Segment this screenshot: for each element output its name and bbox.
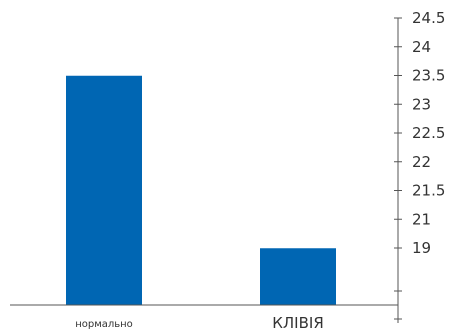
y-tick-label: 19: [412, 239, 431, 257]
y-tick-label: 24: [412, 38, 431, 56]
x-labels-group: нормально КЛІВІЯ: [75, 314, 324, 331]
x-category-label: нормально: [75, 319, 133, 330]
y-tick-label: 21: [412, 210, 431, 228]
y-tick-label: 23.5: [412, 67, 445, 85]
y-tick-label: 24.5: [412, 9, 445, 27]
bar-1: [66, 75, 142, 305]
x-category-label: КЛІВІЯ: [272, 314, 324, 331]
y-ticks-group: 24.5 24 23.5 23 22.5 22 21.5 21 19: [394, 9, 445, 320]
bar-2: [260, 248, 336, 305]
bars-group: [66, 75, 336, 305]
y-axis: [10, 18, 399, 323]
y-tick-label: 22: [412, 153, 431, 171]
y-tick-label: 22.5: [412, 124, 445, 142]
y-tick-label: 21.5: [412, 182, 445, 200]
y-tick-label: 23: [412, 95, 431, 113]
